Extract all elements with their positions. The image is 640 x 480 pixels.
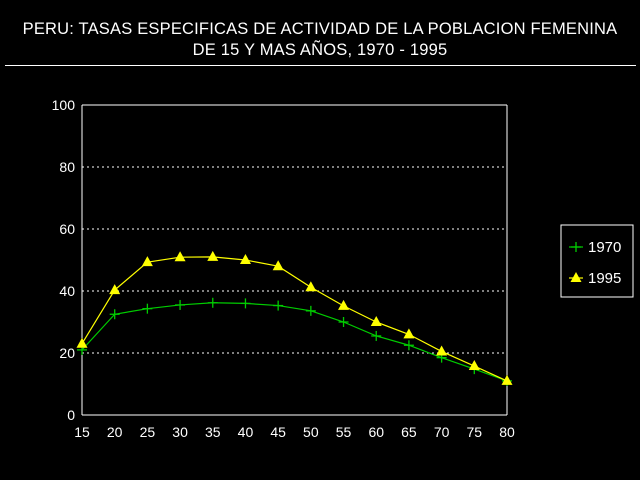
x-tick-label-55: 55 (336, 424, 352, 440)
series-line-1970 (81, 302, 508, 382)
y-tick-label-40: 40 (59, 283, 75, 299)
y-tick-label-100: 100 (52, 97, 76, 113)
axes (81, 104, 508, 416)
point-1970-40 (240, 298, 251, 309)
point-1995-45 (272, 260, 284, 271)
chart-title-line-2: DE 15 Y MAS AÑOS, 1970 - 1995 (192, 41, 448, 59)
x-tick-label-45: 45 (270, 424, 286, 440)
point-1995-75 (468, 360, 480, 371)
point-1995-65 (403, 328, 415, 339)
point-1970-60 (371, 330, 382, 341)
point-1970-50 (305, 305, 316, 316)
series-line-1995 (81, 256, 508, 382)
point-1995-55 (338, 299, 350, 310)
point-1995-35 (207, 250, 219, 261)
grid-lines (82, 166, 507, 354)
x-tick-label-40: 40 (238, 424, 254, 440)
y-tick-label-0: 0 (67, 407, 75, 423)
y-tick-label-60: 60 (59, 221, 75, 237)
point-1995-30 (174, 251, 186, 262)
point-1995-20 (109, 284, 121, 295)
x-tick-label-25: 25 (140, 424, 156, 440)
point-1995-70 (436, 345, 448, 356)
point-1970-35 (207, 297, 218, 308)
point-1970-30 (175, 299, 186, 310)
legend-label-1995: 1995 (588, 270, 621, 287)
x-tick-label-50: 50 (303, 424, 319, 440)
point-1995-80 (501, 374, 513, 385)
point-1970-25 (142, 303, 153, 314)
legend-box (560, 224, 634, 298)
legend-label-1970: 1970 (588, 239, 621, 256)
x-tick-label-65: 65 (401, 424, 417, 440)
legend-marker-1995 (570, 272, 582, 282)
x-tick-label-20: 20 (107, 424, 123, 440)
x-tick-label-80: 80 (499, 424, 515, 440)
point-1970-20 (109, 309, 120, 320)
x-tick-label-70: 70 (434, 424, 450, 440)
title-divider (5, 65, 636, 66)
x-tick-label-35: 35 (205, 424, 221, 440)
point-1995-40 (239, 254, 251, 264)
point-1995-15 (76, 337, 88, 348)
point-1970-45 (273, 300, 284, 311)
x-tick-label-75: 75 (467, 424, 483, 440)
chart-title-line-1: PERU: TASAS ESPECIFICAS DE ACTIVIDAD DE … (22, 20, 618, 38)
legend: 1970 1995 (560, 224, 634, 298)
x-tick-labels: 15 20 25 30 35 40 45 50 55 60 65 70 75 80 (74, 424, 515, 440)
y-tick-label-80: 80 (59, 159, 75, 175)
point-1970-65 (403, 340, 414, 351)
x-tick-label-15: 15 (74, 424, 90, 440)
y-tick-labels: 0 20 40 60 80 100 (52, 97, 76, 423)
x-tick-label-60: 60 (368, 424, 384, 440)
point-1995-60 (370, 316, 382, 326)
point-1995-25 (141, 256, 153, 267)
x-tick-label-30: 30 (172, 424, 188, 440)
point-1970-55 (338, 317, 349, 327)
series-group (76, 250, 513, 386)
point-1995-50 (305, 281, 317, 292)
y-tick-label-20: 20 (59, 345, 75, 361)
